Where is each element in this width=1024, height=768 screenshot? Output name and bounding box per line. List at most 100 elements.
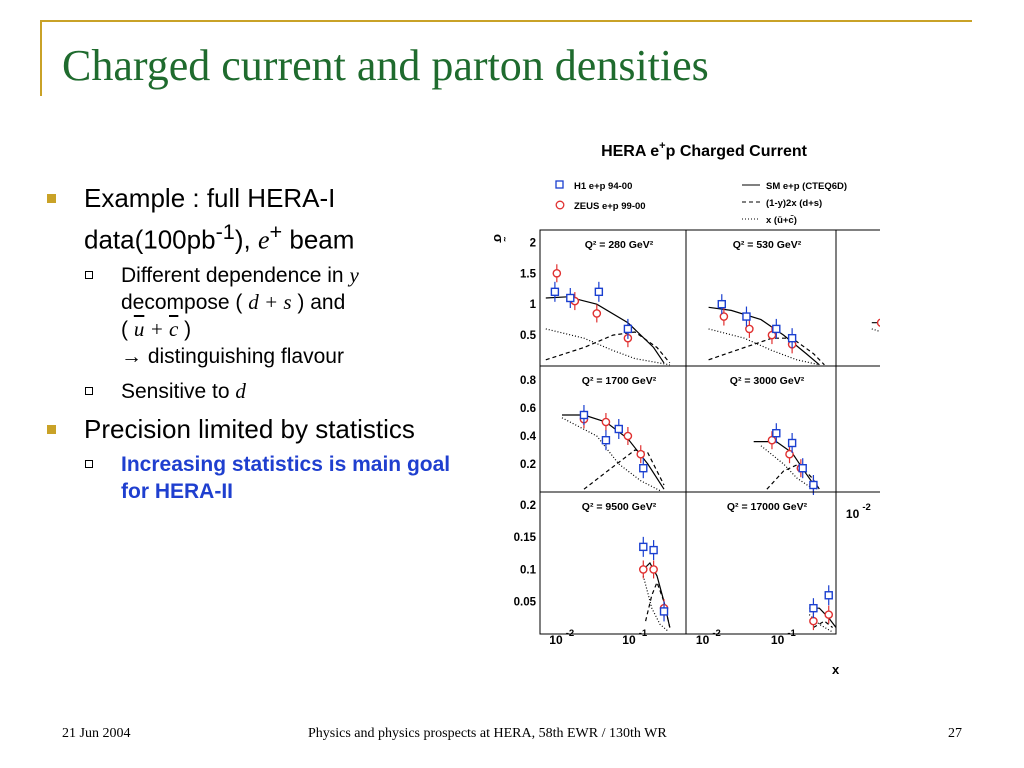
bullet-precision: Precision limited by statistics [40, 413, 460, 446]
y-tick-label: 2 [530, 237, 536, 249]
sm-curve [562, 414, 665, 490]
h1-point [601, 436, 611, 445]
h1-point [772, 429, 781, 438]
panel-frame [685, 491, 837, 635]
bullet-example: Example : full HERA-I data(100pb-1), e+ … [40, 182, 460, 257]
y-tick-label: 0.1 [520, 564, 537, 576]
sm-curve [545, 296, 665, 364]
subbullet-marker [85, 386, 93, 395]
subbullet-sensitive: Sensitive to d [40, 378, 460, 405]
sm-curve [753, 441, 818, 490]
h1-point [623, 324, 633, 334]
panel-label: Q² = 1700 GeV² [582, 375, 657, 387]
title-side-rule [40, 20, 42, 96]
x-tick-label: 10 [771, 633, 785, 647]
zeus-point [552, 268, 562, 278]
chart-title: HERA e+p Charged Current [601, 140, 808, 160]
h1-point [772, 324, 781, 334]
x-axis-label: x [832, 662, 840, 677]
h1-point [639, 542, 648, 552]
h1-point [824, 591, 833, 600]
footer-center: Physics and physics prospects at HERA, 5… [308, 726, 667, 741]
h1-point [579, 410, 589, 420]
panel-label: Q² = 280 GeV² [585, 239, 654, 251]
zeus-point [623, 431, 633, 441]
h1-point [787, 333, 797, 343]
bullet-marker [47, 194, 56, 203]
bullet-marker [47, 424, 56, 434]
ds-curve [708, 337, 825, 366]
x-tick-label: 10 [622, 633, 636, 647]
zeus-point [767, 330, 777, 340]
x-tick-exponent: -2 [566, 628, 574, 639]
uc-curve [561, 417, 661, 492]
uc-curve [871, 328, 880, 333]
x-tick-exponent: -2 [712, 628, 720, 639]
legend-entry: SM e+p (CTEQ6D) [766, 181, 847, 192]
h1-point [798, 464, 807, 473]
x-tick-exponent: -1 [639, 628, 648, 639]
zeus-point [745, 324, 754, 334]
y-axis-label: σ̃ [491, 234, 506, 243]
footer-date: 21 Jun 2004 [62, 726, 131, 741]
chart-legend: H1 e+p 94-00 ZEUS e+p 99-00 SM e+p (CTEQ6D… [555, 180, 847, 226]
x-tick-label: 10 [846, 507, 860, 521]
subbullet-marker [85, 270, 93, 279]
uc-curve [642, 575, 668, 632]
h1-point [787, 438, 797, 448]
zeus-point [601, 417, 611, 427]
legend-zeus-marker [555, 200, 565, 210]
y-tick-label: 0.8 [520, 375, 537, 387]
y-tick-label: 0.15 [514, 532, 537, 544]
sm-curve [871, 322, 880, 324]
panel-label: Q² = 3000 GeV² [730, 375, 805, 387]
ds-curve [583, 449, 665, 490]
h1-point [717, 299, 726, 309]
zeus-point [767, 435, 777, 445]
y-tick-label: 1.5 [520, 268, 537, 280]
h1-point [659, 607, 669, 616]
legend-entry: H1 e+p 94-00 [574, 181, 632, 192]
h1-point [809, 603, 818, 613]
h1-point [550, 287, 560, 297]
h1-point [639, 464, 648, 473]
y-tick-label: 0.4 [520, 431, 537, 443]
uc-curve [545, 328, 670, 366]
zeus-point [809, 616, 818, 626]
panel-label: Q² = 17000 GeV² [727, 501, 808, 513]
x-tick-label: 10 [549, 633, 563, 647]
h1-point [566, 293, 575, 303]
zeus-point [785, 449, 794, 459]
y-tick-label: 0.6 [520, 403, 536, 415]
y-tick-label: 1 [530, 299, 537, 311]
uc-curve [708, 328, 820, 366]
zeus-point [876, 318, 880, 327]
sm-curve [642, 562, 671, 628]
ds-curve [545, 331, 671, 364]
zeus-point [636, 449, 646, 459]
h1-point [594, 287, 604, 297]
slide-title: Charged current and parton densities [62, 41, 709, 90]
x-tick-exponent: -2 [862, 502, 870, 513]
panel-label: Q² = 530 GeV² [733, 239, 802, 251]
legend-entry: ZEUS e+p 99-00 [574, 201, 646, 212]
hera-cc-chart: HERA e+p Charged Current H1 e+p 94-00 ZEU… [491, 140, 880, 677]
legend-h1-marker [555, 180, 564, 189]
h1-point [649, 545, 658, 555]
legend-entry: x (ū+c̄) [766, 215, 797, 226]
zeus-point [719, 312, 729, 321]
h1-point [809, 480, 818, 490]
y-tick-label: 0.5 [520, 330, 537, 342]
y-tick-label: 0.05 [514, 597, 537, 609]
panel-label: Q² = 9500 GeV² [582, 501, 657, 513]
x-tick-label: 10 [696, 633, 710, 647]
footer-page: 27 [948, 726, 962, 741]
bullet-list: Example : full HERA-I data(100pb-1), e+ … [40, 182, 460, 513]
uc-curve [808, 614, 833, 633]
y-tick-label: 0.2 [520, 500, 536, 512]
title-rule [40, 20, 972, 22]
subbullet-statistics: Increasing statistics is main goal for H… [40, 451, 460, 505]
zeus-point [638, 565, 648, 574]
panel-frame [835, 229, 880, 367]
